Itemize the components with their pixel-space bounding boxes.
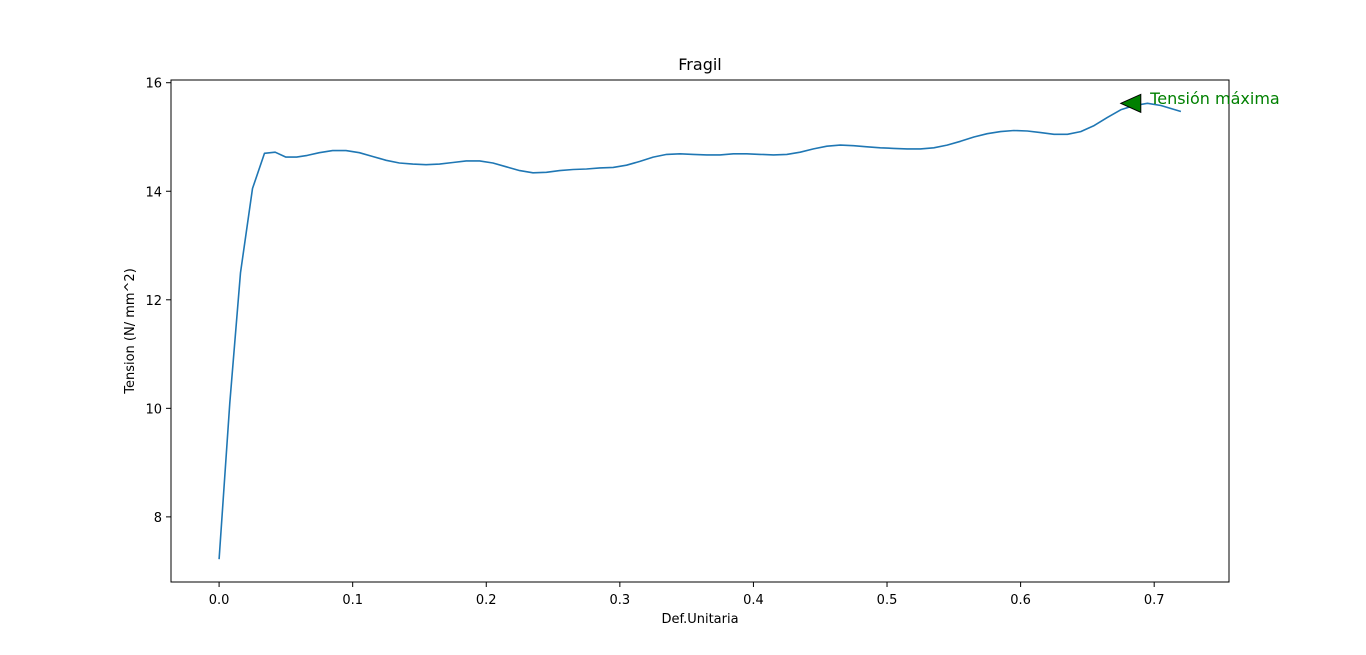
chart-title: Fragil bbox=[678, 55, 721, 74]
annotation-label: Tensión máxima bbox=[1149, 89, 1280, 108]
x-tick-label: 0.4 bbox=[743, 593, 764, 608]
annotation-arrow bbox=[1119, 93, 1142, 114]
y-tick-label: 14 bbox=[145, 185, 162, 200]
y-tick-label: 12 bbox=[145, 294, 162, 309]
x-tick-label: 0.3 bbox=[610, 593, 631, 608]
y-tick-label: 16 bbox=[145, 77, 162, 92]
y-axis-label: Tension (N/ mm^2) bbox=[123, 268, 138, 395]
annotation: Tensión máxima bbox=[1119, 89, 1280, 114]
x-tick-label: 0.7 bbox=[1144, 593, 1165, 608]
plot-layer bbox=[218, 102, 1182, 560]
y-tick-label: 8 bbox=[154, 511, 162, 526]
x-axis-ticks: 0.0 0.1 0.2 0.3 0.4 0.5 0.6 0.7 bbox=[209, 582, 1165, 608]
y-tick-label: 10 bbox=[145, 402, 162, 417]
y-axis-ticks: 8 10 12 14 16 bbox=[145, 77, 171, 526]
series-line bbox=[218, 102, 1182, 560]
x-tick-label: 0.5 bbox=[877, 593, 898, 608]
x-tick-label: 0.0 bbox=[209, 593, 230, 608]
x-tick-label: 0.6 bbox=[1010, 593, 1031, 608]
x-tick-label: 0.2 bbox=[476, 593, 497, 608]
x-axis-label: Def.Unitaria bbox=[661, 612, 738, 627]
axes-frame bbox=[170, 79, 1230, 583]
x-tick-label: 0.1 bbox=[342, 593, 363, 608]
